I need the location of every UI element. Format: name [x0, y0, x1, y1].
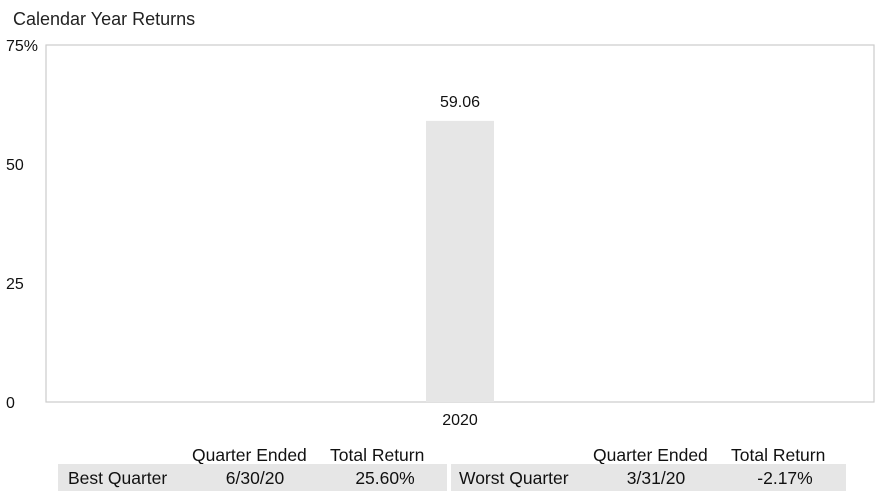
- best-total-return-value: 25.60%: [355, 468, 415, 488]
- worst-total-return-value: -2.17%: [757, 468, 813, 488]
- data-label-2020: 59.06: [440, 94, 480, 111]
- best-total-return-header: Total Return: [330, 445, 425, 465]
- x-tick-label-2020: 2020: [442, 412, 478, 429]
- worst-quarter-ended-header: Quarter Ended: [593, 445, 708, 465]
- worst-total-return-header: Total Return: [731, 445, 826, 465]
- y-tick-label-0: 0: [6, 395, 15, 412]
- bar-2020: [426, 120, 494, 403]
- chart-title: Calendar Year Returns: [13, 9, 196, 29]
- quarter-summary-table: Quarter Ended Total Return Quarter Ended…: [0, 443, 880, 493]
- y-tick-label-75: 75%: [6, 38, 38, 55]
- best-quarter-label: Best Quarter: [68, 468, 168, 488]
- worst-quarter-ended-value: 3/31/20: [626, 468, 686, 488]
- y-tick-label-25: 25: [6, 276, 24, 293]
- y-tick-label-50: 50: [6, 157, 24, 174]
- worst-quarter-label: Worst Quarter: [459, 468, 569, 488]
- best-quarter-row: [58, 464, 447, 491]
- bar-chart: 59.06 2020 0 25 50 75%: [6, 38, 875, 429]
- worst-quarter-row: [451, 464, 846, 491]
- best-quarter-ended-value: 6/30/20: [225, 468, 285, 488]
- best-quarter-ended-header: Quarter Ended: [192, 445, 307, 465]
